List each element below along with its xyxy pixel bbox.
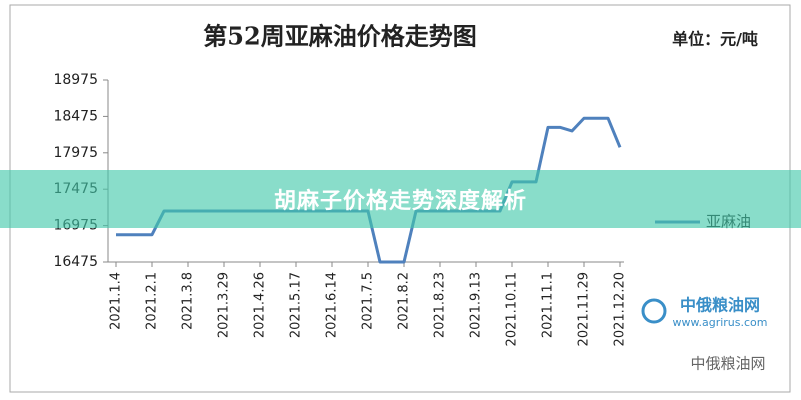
x-tick-label: 2021.6.14 (325, 272, 340, 338)
x-tick-label: 2021.3.29 (217, 272, 232, 338)
x-tick-label: 2021.2.1 (145, 272, 160, 330)
y-tick-label: 16475 (53, 254, 98, 270)
x-tick-label: 2021.8.23 (433, 272, 448, 338)
x-tick-label: 2021.5.17 (289, 272, 304, 338)
x-tick-label: 2021.1.4 (109, 272, 124, 330)
chart-title: 第52周亚麻油价格走势图 (203, 22, 476, 51)
x-tick-label: 2021.8.2 (397, 272, 412, 330)
watermark-url: www.agrirus.com (673, 316, 768, 329)
x-tick-label: 2021.11.1 (541, 272, 556, 338)
watermark-wechat: 中俄粮油网 (690, 355, 765, 373)
watermark-logo (641, 298, 667, 324)
x-tick-label: 2021.12.20 (613, 272, 628, 346)
x-tick-label: 2021.11.29 (577, 272, 592, 346)
watermark: 中俄粮油网 www.agrirus.com 中俄粮油网 (641, 296, 768, 373)
x-tick-label: 2021.3.8 (181, 272, 196, 330)
x-tick-label: 2021.7.5 (361, 272, 376, 330)
y-tick-label: 18475 (53, 108, 98, 124)
x-tick-label: 2021.9.13 (469, 272, 484, 338)
banner-title: 胡麻子价格走势深度解析 (0, 170, 801, 228)
x-tick-label: 2021.4.26 (253, 272, 268, 338)
watermark-brand: 中俄粮油网 (680, 296, 760, 315)
unit-label: 单位：元/吨 (672, 30, 758, 49)
y-tick-label: 18975 (53, 72, 98, 88)
x-tick-label: 2021.10.11 (505, 272, 520, 346)
y-tick-label: 17975 (53, 145, 98, 161)
